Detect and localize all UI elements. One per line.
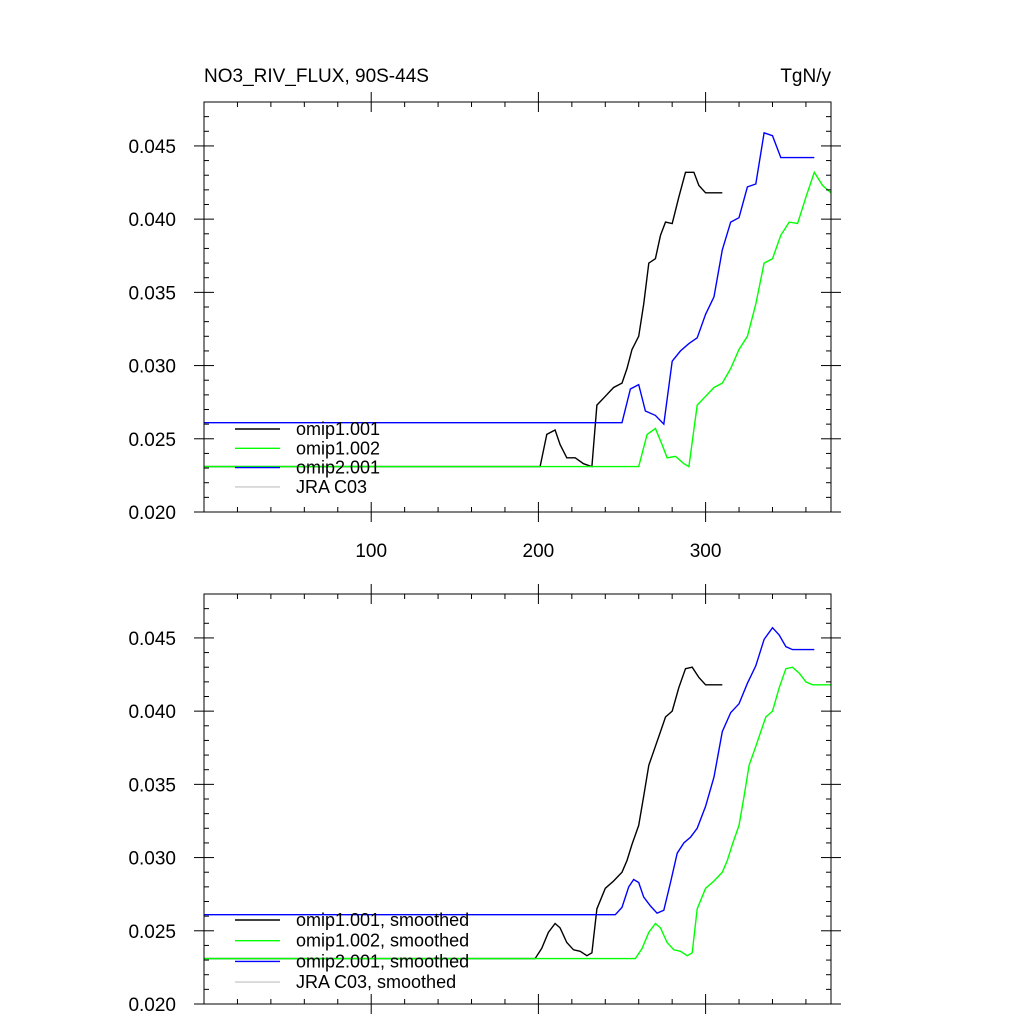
panel-title-right: TgN/y (780, 66, 831, 87)
y-tick-label: 0.030 (128, 357, 176, 378)
y-tick-label: 0.035 (128, 775, 176, 796)
y-tick-label: 0.045 (128, 629, 176, 650)
y-tick-label: 0.020 (128, 995, 176, 1016)
y-tick-label: 0.030 (128, 849, 176, 870)
legend-label-3: omip2.001, smoothed (296, 951, 469, 971)
panel-title-left: NO3_RIV_FLUX, 90S-44S (204, 66, 429, 87)
y-tick-label: 0.020 (128, 503, 176, 524)
x-tick-label: 100 (355, 541, 387, 562)
y-tick-label: 0.035 (128, 283, 176, 304)
series-line-3 (204, 626, 815, 916)
bottom-panel: 0.020 0.025 0.030 0.035 0.040 0.045 omip1.001… (128, 584, 841, 1016)
legend-label-1: omip1.001, smoothed (296, 910, 469, 930)
y-tick-label: 0.040 (128, 702, 176, 723)
legend-label-1: omip1.001 (296, 419, 380, 439)
x-tick-label: 300 (690, 541, 722, 562)
y-tick-label: 0.045 (128, 137, 176, 158)
y-tick-label: 0.025 (128, 922, 176, 943)
series-layer (204, 626, 831, 960)
legend-label-3: omip2.001 (296, 458, 380, 478)
series-line-2 (204, 170, 832, 468)
series-layer (204, 131, 832, 468)
series-line-1 (204, 666, 723, 960)
legend-label-2: omip1.002 (296, 438, 380, 458)
axis-layer: 0.020 0.025 0.030 0.035 0.040 0.045 (128, 584, 841, 1016)
legend-label-4: JRA C03, smoothed (296, 972, 456, 992)
series-line-3 (204, 131, 815, 426)
axis-layer: 100 200 300 0.020 0.025 0.030 0.035 0.040 0.045 (128, 92, 841, 562)
legend-label-4: JRA C03 (296, 477, 367, 497)
legend-label-2: omip1.002, smoothed (296, 931, 469, 951)
series-line-2 (204, 666, 831, 960)
y-tick-label: 0.025 (128, 430, 176, 451)
y-tick-label: 0.040 (128, 210, 176, 231)
top-panel: NO3_RIV_FLUX, 90S-44S TgN/y 100 200 300 0.0… (128, 66, 841, 562)
x-tick-label: 200 (523, 541, 555, 562)
series-line-1 (204, 171, 723, 468)
